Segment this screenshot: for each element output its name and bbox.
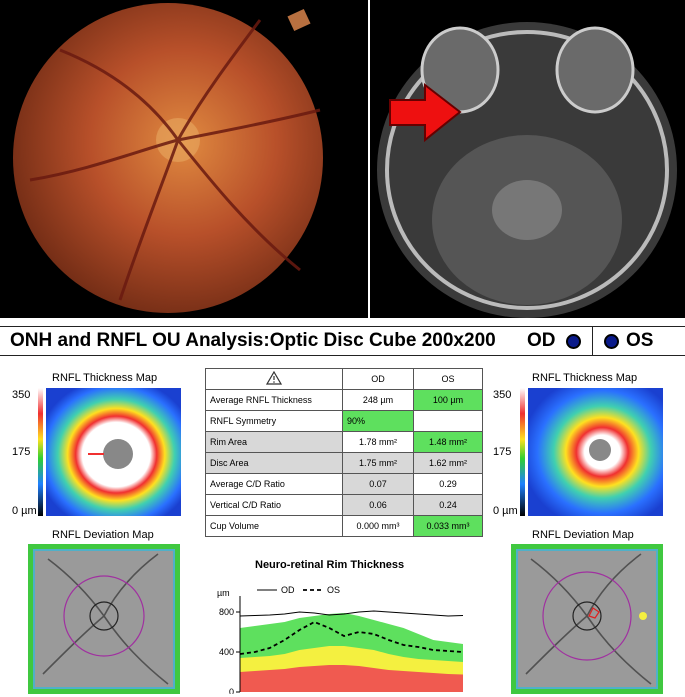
row-od-value: 0.06: [342, 494, 414, 516]
row-empty: [413, 410, 483, 432]
row-os-value: 1.48 mm²: [413, 431, 483, 453]
row-os-value: 0.29: [413, 473, 483, 495]
chart-ylabel: µm: [217, 588, 230, 598]
od-scale-max: 350: [12, 389, 31, 401]
row-od-value: 0.07: [342, 473, 414, 495]
os-thickness-map-title: RNFL Thickness Map: [532, 372, 638, 384]
table-row: Cup Volume 0.000 mm³ 0.033 mm³: [205, 515, 483, 537]
os-deviation-map-title: RNFL Deviation Map: [532, 529, 634, 541]
row-label: Disc Area: [205, 452, 343, 474]
metrics-table: OD OS Average RNFL Thickness 248 µm 100 …: [205, 368, 483, 537]
od-deviation-map-title: RNFL Deviation Map: [52, 529, 154, 541]
row-symmetry-value: 90%: [342, 410, 414, 432]
red-arrow-icon: [389, 82, 462, 143]
os-eye-icon: [604, 334, 619, 349]
warning-icon: [265, 370, 283, 385]
analysis-header: ONH and RNFL OU Analysis:Optic Disc Cube…: [0, 326, 685, 356]
row-os-value: 1.62 mm²: [413, 452, 483, 474]
row-label: Average C/D Ratio: [205, 473, 343, 495]
row-label: RNFL Symmetry: [205, 410, 343, 432]
od-deviation-map: [28, 544, 180, 694]
row-os-value: 0.033 mm³: [413, 515, 483, 537]
os-thickness-map: [520, 388, 663, 516]
os-color-scale-bar: [520, 388, 525, 516]
row-od-value: 0.000 mm³: [342, 515, 414, 537]
od-thickness-map: [38, 388, 181, 516]
od-thickness-map-title: RNFL Thickness Map: [52, 372, 158, 384]
row-os-value: 100 µm: [413, 389, 483, 411]
row-od-value: 1.75 mm²: [342, 452, 414, 474]
row-label: Average RNFL Thickness: [205, 389, 343, 411]
y-tick-label: 0: [229, 687, 234, 694]
od-eye-icon: [566, 334, 581, 349]
warning-cell: [205, 368, 343, 390]
od-label: OD: [527, 330, 556, 351]
table-header-od: OD: [342, 368, 414, 390]
table-row: Vertical C/D Ratio 0.06 0.24: [205, 494, 483, 516]
row-od-value: 1.78 mm²: [342, 431, 414, 453]
table-row: Disc Area 1.75 mm² 1.62 mm²: [205, 452, 483, 474]
os-scale-mid: 175: [493, 446, 512, 458]
table-row: RNFL Symmetry 90%: [205, 410, 483, 432]
os-deviation-map: [511, 544, 663, 694]
os-label: OS: [626, 330, 654, 351]
row-od-value: 248 µm: [342, 389, 414, 411]
table-row: Average C/D Ratio 0.07 0.29: [205, 473, 483, 495]
series-line-os: [239, 621, 464, 655]
chart-title: Neuro-retinal Rim Thickness: [255, 559, 405, 571]
abnormal-band: [240, 665, 463, 692]
table-row: Average RNFL Thickness 248 µm 100 µm: [205, 389, 483, 411]
legend-os-label: OS: [327, 585, 340, 595]
od-scale-mid: 175: [12, 446, 31, 458]
row-label: Rim Area: [205, 431, 343, 453]
os-scale-min: 0 µm: [493, 505, 518, 517]
os-scale-max: 350: [493, 389, 512, 401]
rim-thickness-chart: µm OD OS 800 400 0: [217, 585, 464, 694]
row-label: Cup Volume: [205, 515, 343, 537]
od-scale-min: 0 µm: [12, 505, 37, 517]
y-tick-label: 400: [219, 647, 234, 657]
table-header-row: OD OS: [205, 368, 483, 390]
od-color-scale-bar: [38, 388, 43, 516]
fundus-photograph: [0, 0, 368, 318]
mri-axial-scan: [370, 0, 685, 318]
header-divider: [592, 327, 593, 355]
row-os-value: 0.24: [413, 494, 483, 516]
table-header-os: OS: [413, 368, 483, 390]
analysis-title: ONH and RNFL OU Analysis:Optic Disc Cube…: [10, 330, 496, 351]
legend-od-label: OD: [281, 585, 295, 595]
series-line-od: [239, 610, 464, 617]
table-row: Rim Area 1.78 mm² 1.48 mm²: [205, 431, 483, 453]
y-tick-label: 800: [219, 607, 234, 617]
row-label: Vertical C/D Ratio: [205, 494, 343, 516]
